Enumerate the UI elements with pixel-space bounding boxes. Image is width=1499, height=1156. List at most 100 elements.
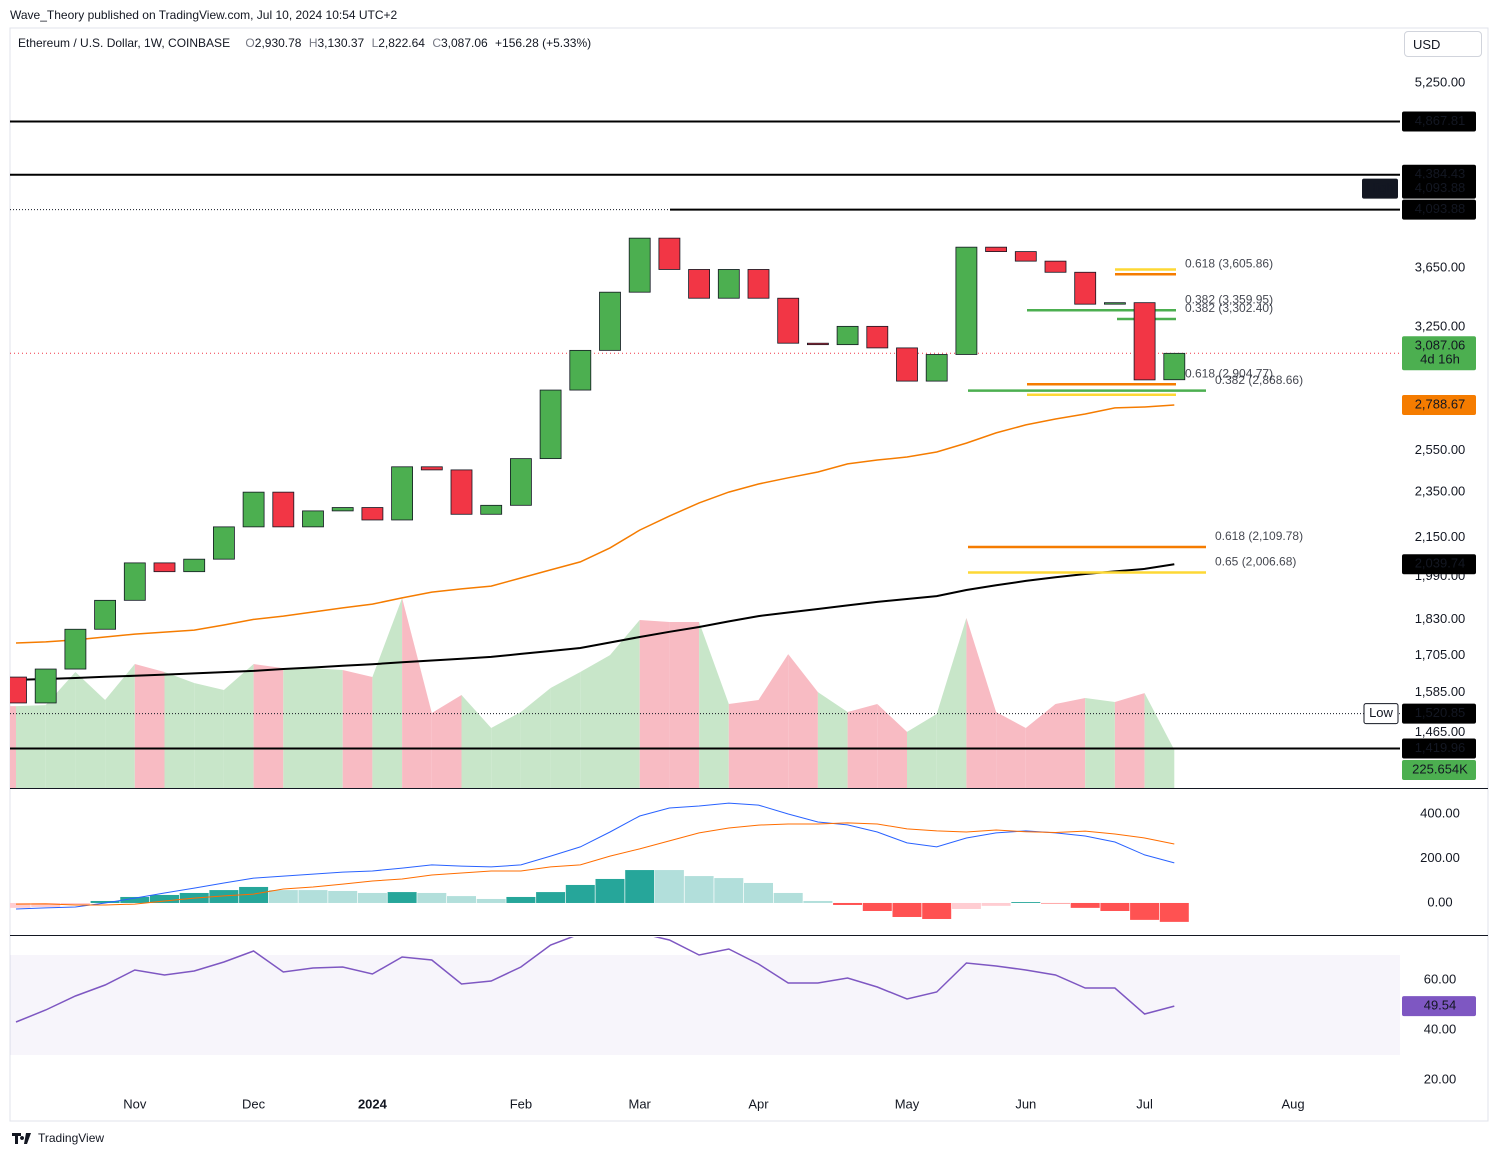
x-tick-label: May: [895, 1096, 920, 1111]
ohlc-value: 2,822.64: [378, 36, 425, 50]
high-label-box: [1362, 178, 1398, 199]
x-tick-label: Jul: [1136, 1096, 1153, 1111]
high-label: High: [1367, 180, 1394, 195]
volume-area: [253, 664, 284, 788]
histogram-bar: [951, 902, 981, 909]
y-tick-label: 3,250.00: [1415, 319, 1466, 334]
candle-body: [628, 237, 651, 293]
histogram-bar: [447, 896, 476, 903]
candle-body: [123, 562, 146, 601]
histogram-bar: [1100, 902, 1130, 911]
candle-body: [1133, 302, 1156, 381]
currency-button[interactable]: USD: [1404, 31, 1482, 57]
volume-tag-label: 225.654K: [1412, 761, 1468, 776]
fib-label: 0.382 (3,359.95): [1185, 292, 1273, 306]
volume-area: [580, 655, 610, 788]
histogram-bar: [714, 878, 744, 903]
volume-area: [758, 654, 789, 788]
candle-body: [450, 469, 473, 515]
y-tick-label: 1,585.00: [1415, 684, 1466, 699]
histogram-bar: [1011, 902, 1041, 903]
histogram-bar: [150, 894, 179, 903]
candle-body: [717, 269, 740, 299]
last-price-tag-label: 4d 16h: [1420, 352, 1460, 367]
candle-body: [183, 558, 206, 573]
volume-area: [283, 668, 313, 788]
symbol: Ethereum / U.S. Dollar, 1W, COINBASE: [18, 36, 231, 50]
moving-average: [15, 563, 1175, 681]
volume-area: [936, 617, 967, 788]
volume-area: [461, 694, 492, 788]
candle-body: [272, 491, 295, 528]
candle-body: [94, 599, 116, 630]
candle-body: [777, 297, 800, 344]
candle-body: [34, 668, 57, 704]
fib-label: 0.65 (2,006.68): [1215, 555, 1296, 569]
histogram-bar: [595, 878, 625, 903]
histogram-bar: [417, 892, 447, 903]
candle-body: [747, 269, 770, 299]
volume-area: [699, 621, 729, 788]
y-tick-label: 3,650.00: [1415, 260, 1466, 275]
volume-area: [610, 619, 640, 788]
histogram-bar: [922, 902, 952, 919]
candle-body: [866, 325, 889, 349]
histogram-bar: [357, 892, 387, 903]
candle-body: [569, 349, 592, 391]
y-tick-label: 1,830.00: [1415, 611, 1466, 626]
brand-logo: [12, 1133, 31, 1144]
rsi-line: [15, 937, 1175, 1023]
level-tag-label: 4,384.43: [1415, 166, 1466, 181]
y-tick-label: 1,465.00: [1415, 724, 1466, 739]
volume-area: [788, 654, 818, 788]
histogram-bar: [10, 902, 31, 908]
volume-area: [491, 712, 521, 788]
histogram-bar: [1130, 902, 1160, 920]
histogram-bar: [60, 902, 90, 905]
histogram-bar: [981, 902, 1011, 906]
volume-area: [16, 705, 46, 788]
histogram-bar: [298, 890, 328, 903]
histogram-bar: [1159, 902, 1189, 922]
ohlc-key: O: [245, 36, 255, 50]
histogram-bar: [744, 882, 773, 903]
volume-area: [847, 704, 878, 788]
ma-tag: [1402, 554, 1476, 575]
y-tick-label: 0.00: [1427, 894, 1452, 909]
volume-area: [728, 700, 759, 788]
volume-area: [1144, 693, 1175, 788]
y-tick-label: 5,250.00: [1415, 75, 1466, 90]
level-tag-label: 4,867.81: [1415, 113, 1466, 128]
volume-area: [1085, 697, 1115, 788]
volume-tag: [1402, 760, 1476, 780]
ma-tag: [1402, 395, 1476, 416]
y-tick-label: 2,150.00: [1415, 529, 1466, 544]
volume-area: [223, 664, 254, 788]
publisher: Wave_Theory published on TradingView.com…: [10, 8, 398, 22]
ma-tag-label: 2,788.67: [1415, 396, 1466, 411]
candle-body: [836, 325, 859, 346]
y-tick-label: 20.00: [1424, 1071, 1457, 1086]
histogram-bar: [1041, 902, 1070, 904]
candle-body: [242, 491, 265, 528]
candle-body: [480, 504, 503, 515]
volume-area: [342, 669, 373, 788]
macd-pane: [10, 802, 1189, 922]
histogram-bar: [268, 890, 298, 903]
macd-line: [15, 802, 1175, 910]
candle-body: [420, 466, 443, 471]
y-tick-label: 400.00: [1420, 805, 1460, 820]
volume-area: [194, 682, 224, 788]
histogram-bar: [1070, 902, 1100, 908]
level-tag-label: 4,093.88: [1415, 201, 1466, 216]
histogram-bar: [565, 884, 595, 903]
candle-body: [10, 676, 27, 704]
volume-area: [431, 694, 462, 788]
histogram-bar: [31, 902, 61, 907]
histogram-bar: [684, 876, 714, 903]
candle-body: [1044, 260, 1067, 273]
volume-area: [550, 671, 581, 788]
ohlc-value: 3,087.06: [440, 36, 488, 50]
level-tag: [1402, 199, 1476, 220]
candle-body: [658, 237, 681, 270]
